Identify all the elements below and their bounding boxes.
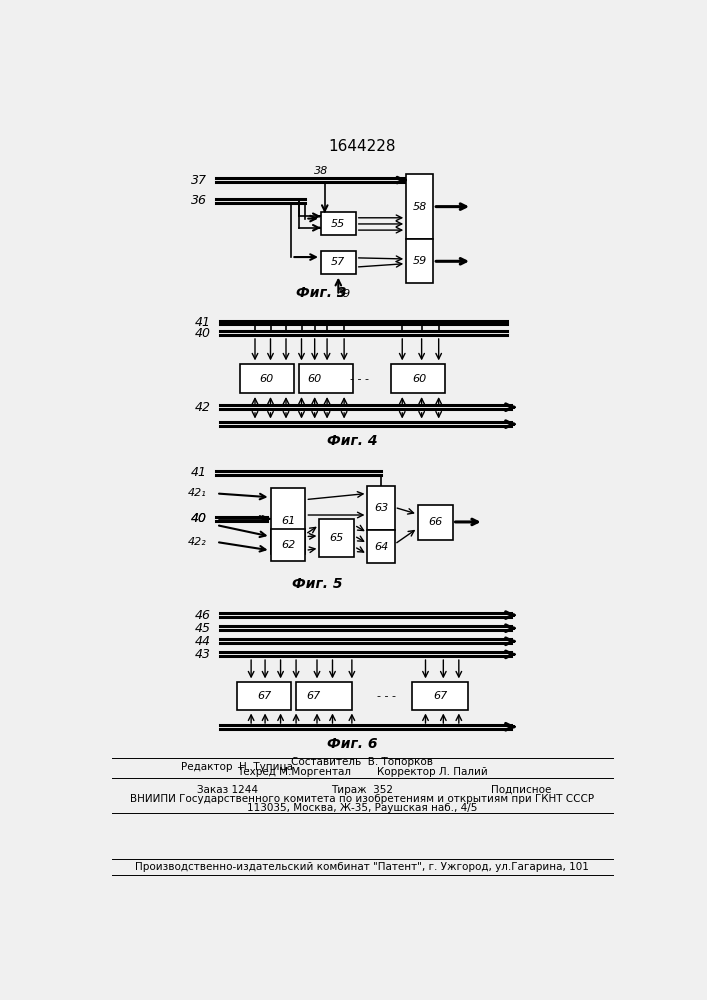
Text: 62: 62	[281, 540, 295, 550]
Text: 40: 40	[191, 512, 207, 525]
Text: 61: 61	[281, 516, 295, 526]
Text: 58: 58	[413, 202, 427, 212]
Bar	[406, 174, 433, 239]
Text: Фиг. 4: Фиг. 4	[327, 434, 377, 448]
Text: 66: 66	[428, 517, 443, 527]
Text: 37: 37	[191, 174, 207, 187]
Text: 55: 55	[331, 219, 346, 229]
Text: 39: 39	[337, 289, 351, 299]
Text: 67: 67	[433, 691, 448, 701]
Text: 44: 44	[195, 635, 211, 648]
Text: 41: 41	[195, 316, 211, 329]
Text: Фиг. 6: Фиг. 6	[327, 737, 377, 751]
Text: Техред М.Моргентал        Корректор Л. Палий: Техред М.Моргентал Корректор Л. Палий	[237, 767, 487, 777]
Text: Фиг. 3: Фиг. 3	[296, 286, 346, 300]
Bar	[296, 682, 352, 710]
Text: 40: 40	[195, 327, 211, 340]
Text: 40: 40	[191, 512, 207, 525]
Text: 59: 59	[413, 256, 427, 266]
Text: Производственно-издательский комбинат "Патент", г. Ужгород, ул.Гагарина, 101: Производственно-издательский комбинат "П…	[135, 862, 589, 872]
Text: 42: 42	[195, 401, 211, 414]
Text: 42₂: 42₂	[188, 537, 207, 547]
Text: Заказ 1244: Заказ 1244	[197, 785, 258, 795]
Bar	[368, 530, 395, 563]
Text: 43: 43	[195, 648, 211, 661]
Bar	[321, 251, 356, 274]
Bar	[418, 505, 452, 540]
Bar	[406, 239, 433, 283]
Text: ВНИИПИ Государственного комитета по изобретениям и открытиям при ГКНТ СССР: ВНИИПИ Государственного комитета по изоб…	[130, 794, 594, 804]
Text: - - -: - - -	[350, 374, 369, 384]
Text: 67: 67	[306, 691, 320, 701]
Text: Подписное: Подписное	[491, 785, 551, 795]
Text: Редактор  Н. Тупица: Редактор Н. Тупица	[182, 762, 293, 772]
Text: - - -: - - -	[378, 691, 396, 701]
Bar	[237, 682, 291, 710]
Bar	[271, 529, 305, 561]
Text: 57: 57	[331, 257, 346, 267]
Bar	[391, 364, 445, 393]
Bar	[299, 364, 354, 393]
Bar	[412, 682, 468, 710]
Text: 41: 41	[191, 466, 207, 479]
Bar	[321, 212, 356, 235]
Text: 60: 60	[259, 374, 274, 384]
Bar	[368, 486, 395, 530]
Text: 36: 36	[191, 194, 207, 207]
Bar	[271, 488, 305, 554]
Text: 38: 38	[314, 166, 328, 176]
Text: 113035, Москва, Ж-35, Раушская наб., 4/5: 113035, Москва, Ж-35, Раушская наб., 4/5	[247, 803, 477, 813]
Text: 1644228: 1644228	[328, 139, 396, 154]
Text: 63: 63	[374, 503, 388, 513]
Text: 42₁: 42₁	[188, 488, 207, 498]
Text: Тираж  352: Тираж 352	[331, 785, 393, 795]
Text: 60: 60	[308, 374, 322, 384]
Text: Составитель  В. Топорков: Составитель В. Топорков	[291, 757, 433, 767]
Text: 46: 46	[195, 609, 211, 622]
Text: 65: 65	[329, 533, 344, 543]
Text: Фиг. 5: Фиг. 5	[292, 577, 342, 591]
Bar	[320, 519, 354, 557]
Text: 45: 45	[195, 622, 211, 635]
Bar	[240, 364, 293, 393]
Text: 67: 67	[257, 691, 271, 701]
Text: 64: 64	[374, 542, 388, 552]
Text: 60: 60	[412, 374, 426, 384]
